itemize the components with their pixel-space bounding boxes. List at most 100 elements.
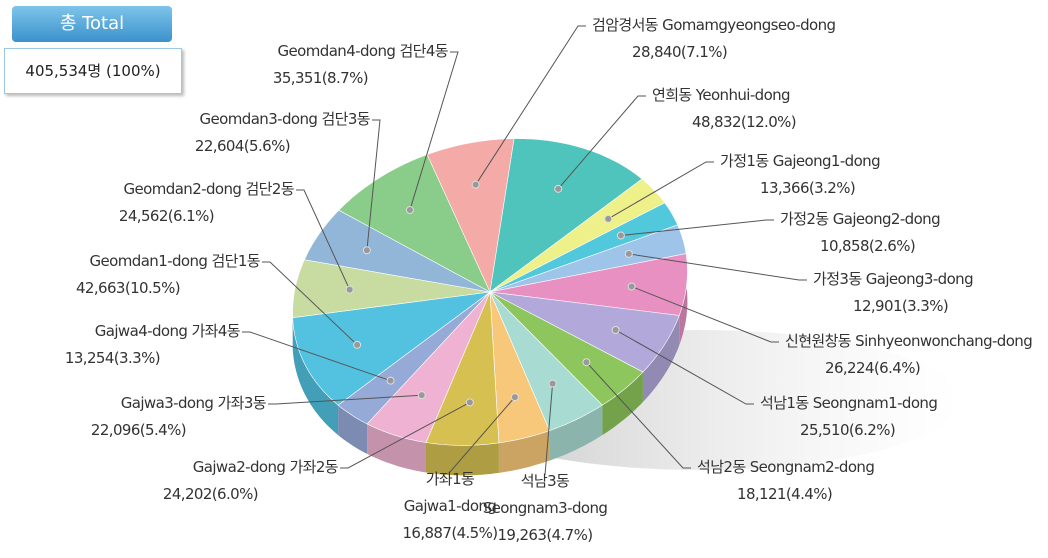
- slice-side: [338, 405, 368, 454]
- category-label: Geomdan4-dong 검단4동: [277, 42, 449, 60]
- value-label: 24,562(6.1%): [118, 207, 215, 225]
- slice-side: [679, 253, 688, 346]
- leader-line: [607, 161, 714, 220]
- leader-dot: [471, 180, 480, 189]
- slice: [489, 291, 603, 431]
- slice-label: Gajwa3-dong 가좌3동 22,096(5.4%): [90, 390, 267, 444]
- category-label: 석남1동 Seongnam1-dong: [760, 394, 938, 412]
- slice-label: 석남1동 Seongnam1-dong 25,510(6.2%): [760, 390, 938, 444]
- slice-label: Geomdan2-dong 검단2동 24,562(6.1%): [118, 176, 295, 230]
- slice-label: Gajwa4-dong 가좌4동 13,254(3.3%): [64, 318, 241, 372]
- slice-label: 석남2동 Seongnam2-dong 18,121(4.4%): [697, 454, 875, 508]
- total-title: 총 Total: [12, 6, 172, 42]
- category-label: Geomdan2-dong 검단2동: [123, 180, 295, 198]
- leader-dot: [582, 358, 591, 367]
- slice-side: [642, 315, 680, 402]
- slice: [489, 224, 687, 293]
- category-label: Geomdan1-dong 검단1동: [89, 252, 261, 270]
- leader-line: [262, 261, 358, 346]
- slice: [292, 259, 491, 319]
- slice: [489, 178, 666, 293]
- value-label: 13,366(3.2%): [760, 179, 856, 197]
- leader-dot: [417, 391, 426, 400]
- slice-label: Geomdan1-dong 검단1동 42,663(10.5%): [75, 248, 261, 302]
- category-label: 가좌1동 Gajwa1-dong: [403, 470, 497, 515]
- leader-line: [620, 219, 774, 236]
- value-label: 22,604(5.6%): [194, 137, 291, 155]
- leader-line: [628, 253, 807, 281]
- value-label: 35,351(8.7%): [272, 69, 369, 87]
- leader-dot: [604, 214, 613, 223]
- slice-label: 연희동 Yeonhui-dong 48,832(12.0%): [652, 82, 797, 136]
- slice: [426, 138, 515, 294]
- slice-label: Geomdan3-dong 검단3동 22,604(5.6%): [194, 106, 371, 160]
- leader-dot: [465, 398, 474, 407]
- leader-line: [409, 51, 459, 211]
- leader-line: [296, 189, 351, 290]
- value-label: 26,224(6.4%): [825, 359, 921, 377]
- slice: [489, 202, 679, 293]
- slice-side: [426, 442, 499, 476]
- value-label: 10,858(2.6%): [820, 237, 916, 255]
- leader-line: [557, 95, 646, 190]
- leader-dot: [362, 246, 371, 255]
- category-label: 가정3동 Gajeong3-dong: [813, 270, 974, 288]
- category-label: Geomdan3-dong 검단3동: [199, 110, 371, 128]
- slice: [292, 291, 492, 406]
- category-label: 석남2동 Seongnam2-dong: [697, 458, 875, 476]
- slice: [338, 154, 491, 293]
- slice: [425, 291, 500, 446]
- leader-line: [449, 396, 516, 473]
- slice: [489, 291, 551, 444]
- value-label: 48,832(12.0%): [692, 113, 797, 131]
- slice-label: 가좌1동 Gajwa1-dong 16,887(4.5%): [360, 466, 540, 547]
- slice: [489, 138, 643, 293]
- leader-dot: [353, 340, 362, 349]
- leader-dot: [386, 376, 395, 385]
- category-label: 석남3동 Seongnam3-dong: [482, 472, 608, 517]
- slice-side: [498, 430, 550, 473]
- slice-side: [292, 317, 339, 436]
- slice: [337, 291, 491, 425]
- leader-line: [268, 394, 422, 405]
- slice: [303, 209, 491, 293]
- slice-side: [549, 405, 603, 461]
- slice-label: Geomdan4-dong 검단4동 35,351(8.7%): [272, 38, 449, 92]
- value-label: 19,263(4.7%): [497, 526, 593, 544]
- value-label: 28,840(7.1%): [632, 43, 728, 61]
- category-label: Gajwa2-dong 가좌2동: [192, 458, 339, 476]
- slice: [366, 291, 491, 443]
- category-label: 신현원창동 Sinhyeonwonchang-dong: [785, 332, 1033, 350]
- slice-side: [602, 372, 643, 436]
- leader-line: [631, 286, 779, 343]
- leader-dot: [627, 282, 636, 291]
- value-label: 13,254(3.3%): [64, 349, 161, 367]
- slice-label: 검암경서동 Gomamgyeongseo-dong 28,840(7.1%): [592, 12, 836, 66]
- slice-label: 신현원창동 Sinhyeonwonchang-dong 26,224(6.4%): [785, 328, 1033, 382]
- category-label: Gajwa4-dong 가좌4동: [94, 322, 241, 340]
- leader-dot: [345, 285, 354, 294]
- slice: [489, 291, 680, 373]
- leader-dot: [405, 206, 414, 215]
- slice-side: [367, 423, 426, 473]
- leader-dot: [611, 325, 620, 334]
- leader-line: [366, 119, 381, 251]
- slice-label: 가정1동 Gajeong1-dong 13,366(3.2%): [720, 148, 881, 202]
- category-label: 가정2동 Gajeong2-dong: [780, 210, 941, 228]
- leader-line: [340, 401, 471, 469]
- slice-label: 가정2동 Gajeong2-dong 10,858(2.6%): [780, 206, 941, 260]
- value-label: 18,121(4.4%): [737, 485, 833, 503]
- category-label: 가정1동 Gajeong1-dong: [720, 152, 881, 170]
- value-label: 42,663(10.5%): [75, 279, 181, 297]
- value-label: 22,096(5.4%): [90, 421, 187, 439]
- slice: [489, 291, 644, 406]
- leader-line: [544, 383, 554, 476]
- value-label: 24,202(6.0%): [162, 485, 259, 503]
- leader-dot: [616, 231, 625, 240]
- leader-line: [475, 25, 586, 185]
- category-label: 검암경서동 Gomamgyeongseo-dong: [592, 16, 836, 34]
- value-label: 25,510(6.2%): [800, 421, 896, 439]
- leader-dot: [548, 379, 557, 388]
- slice-label: Gajwa2-dong 가좌2동 24,202(6.0%): [162, 454, 339, 508]
